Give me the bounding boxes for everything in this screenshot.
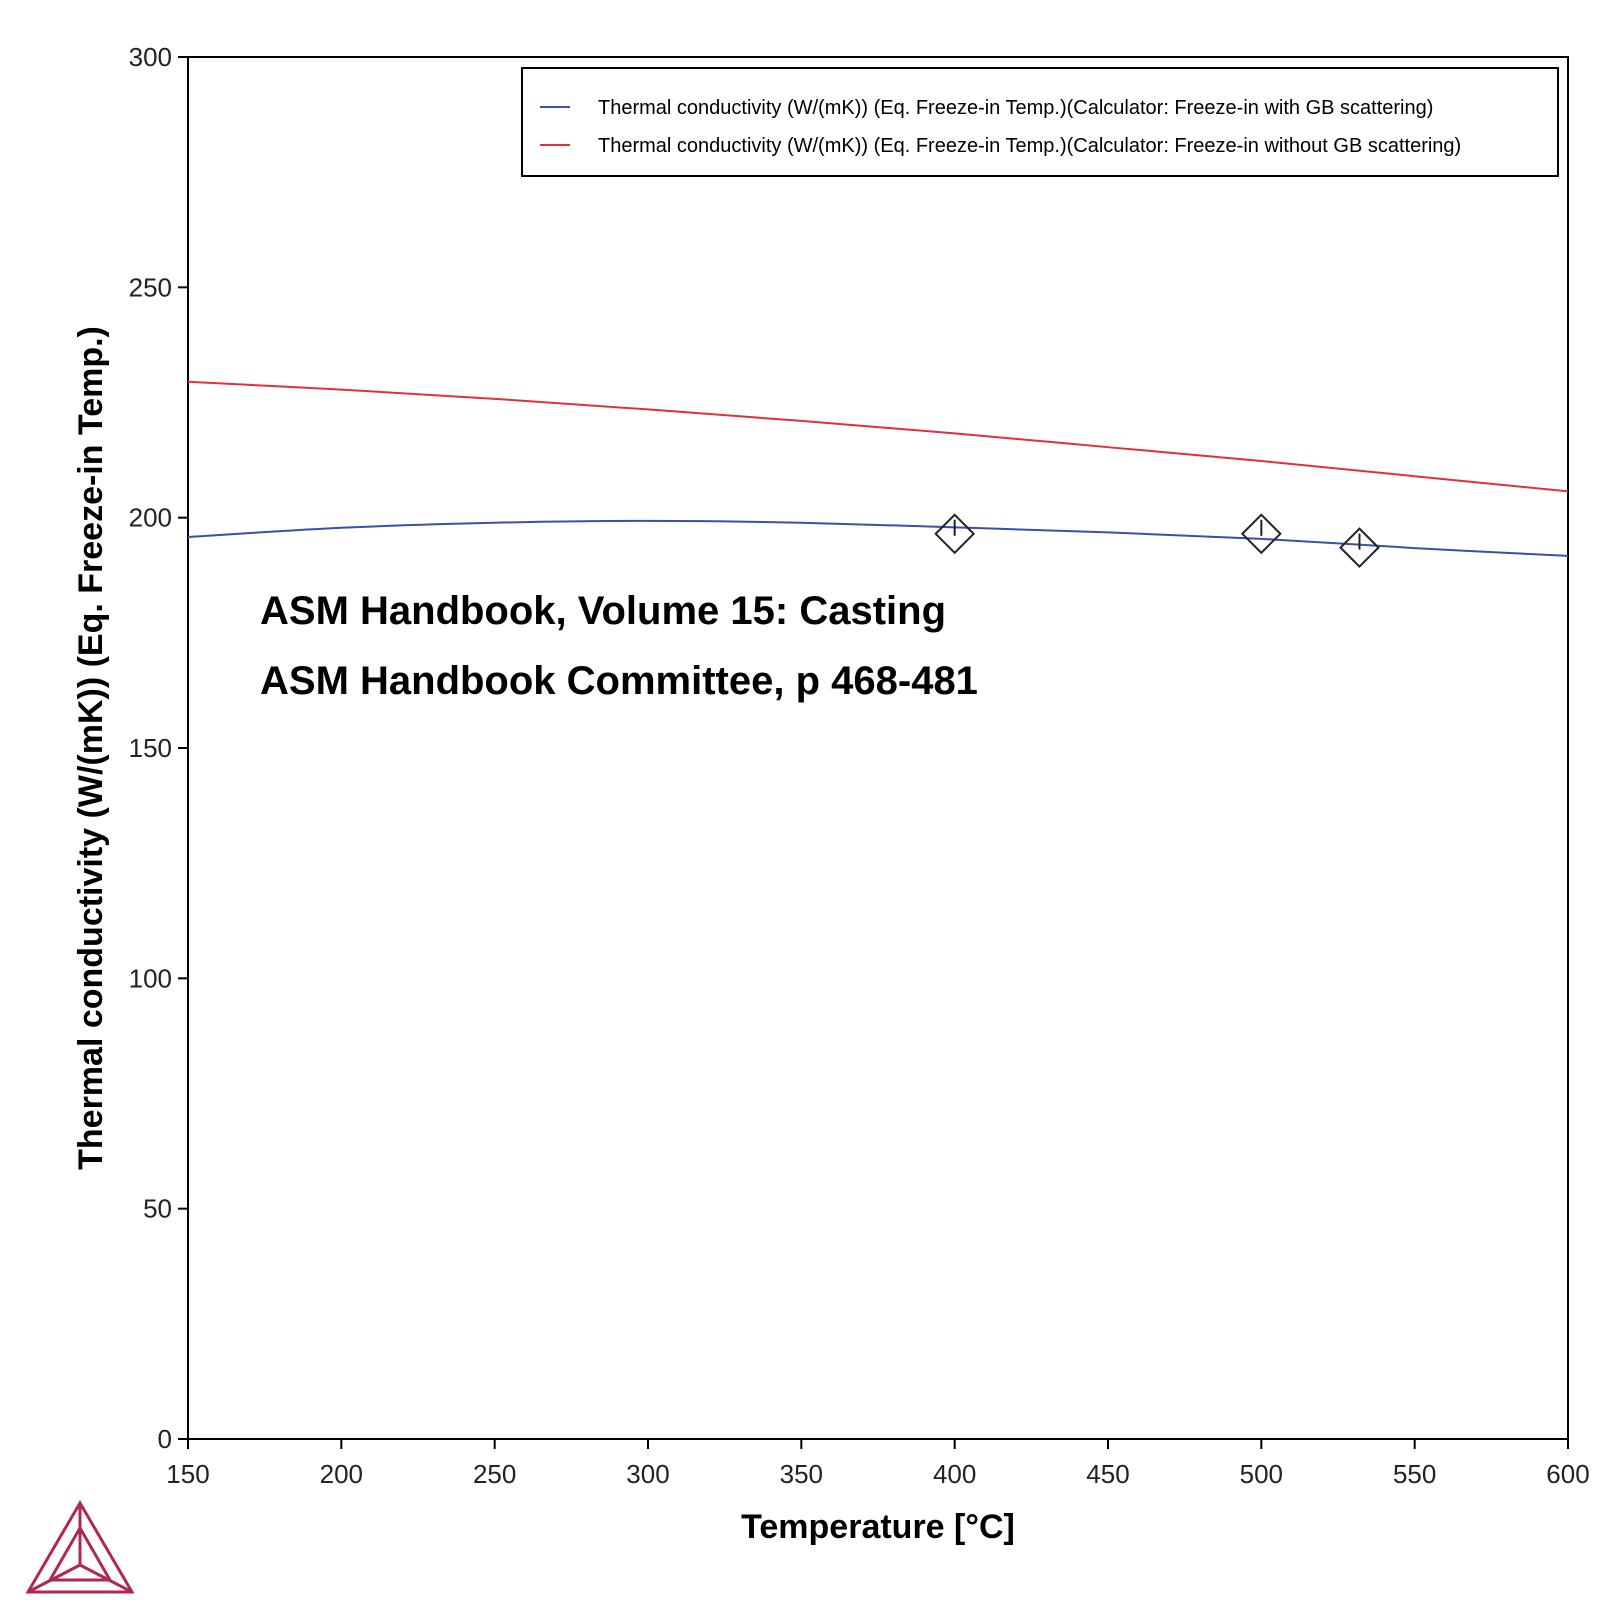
legend-box [521, 67, 1559, 177]
legend-entry-with-gb: Thermal conductivity (W/(mK)) (Eq. Freez… [598, 97, 1433, 119]
x-tick-label: 200 [320, 1459, 363, 1489]
x-tick-label: 150 [166, 1459, 209, 1489]
x-tick-label: 350 [780, 1459, 823, 1489]
y-tick-label: 50 [143, 1194, 172, 1224]
x-axis-title: Temperature [°C] [741, 1508, 1015, 1546]
x-tick-label: 550 [1393, 1459, 1436, 1489]
y-tick-label: 300 [129, 42, 172, 72]
thermo-calc-logo-icon [25, 1500, 135, 1594]
legend: Thermal conductivity (W/(mK)) (Eq. Freez… [521, 67, 1559, 177]
series-line-0 [187, 519, 1569, 557]
legend-entry-without-gb: Thermal conductivity (W/(mK)) (Eq. Freez… [598, 135, 1461, 157]
annotation-line-1: ASM Handbook, Volume 15: Casting [260, 589, 946, 633]
y-tick-label: 0 [158, 1424, 172, 1454]
x-tick-label: 500 [1240, 1459, 1283, 1489]
x-axis: 150 200 250 300 350 400 450 500 550 600 [166, 1439, 1590, 1489]
y-tick-label: 150 [129, 733, 172, 763]
plot-area [187, 56, 1569, 1440]
y-tick-label: 200 [129, 503, 172, 533]
experimental-point [1339, 527, 1380, 569]
x-tick-label: 250 [473, 1459, 516, 1489]
experimental-points [934, 513, 1380, 569]
y-axis-title: Thermal conductivity (W/(mK)) (Eq. Freez… [72, 326, 110, 1170]
y-tick-label: 100 [129, 963, 172, 993]
y-tick-label: 250 [129, 272, 172, 302]
x-tick-label: 400 [933, 1459, 976, 1489]
x-tick-label: 450 [1086, 1459, 1129, 1489]
x-tick-label: 300 [626, 1459, 669, 1489]
experimental-point [1240, 513, 1282, 555]
annotation-line-2: ASM Handbook Committee, p 468-481 [260, 659, 978, 703]
series-layer [187, 380, 1569, 557]
x-tick-label: 600 [1546, 1459, 1589, 1489]
y-axis: 0 50 100 150 200 250 300 [129, 42, 188, 1454]
experimental-point [934, 513, 976, 555]
series-line-1 [187, 380, 1569, 493]
